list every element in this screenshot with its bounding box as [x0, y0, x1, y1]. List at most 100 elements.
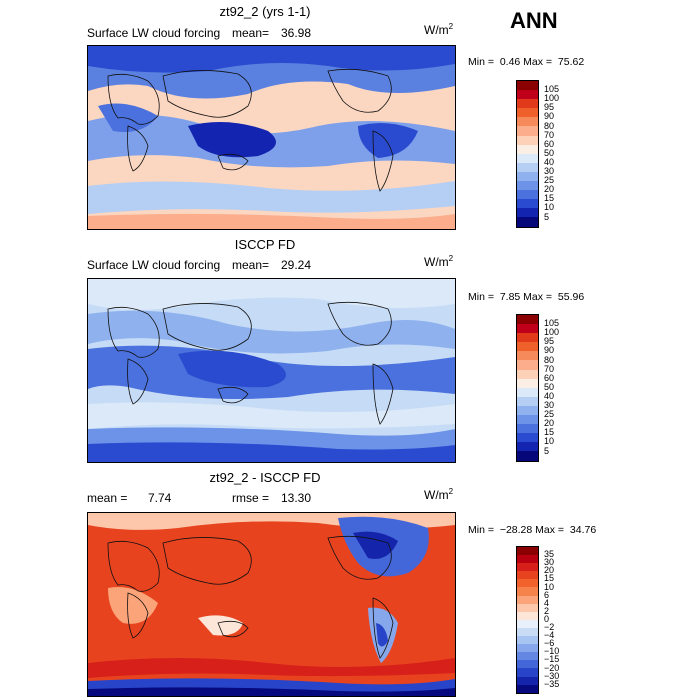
colorbar-tick-label: 60 [544, 372, 555, 383]
colorbar-swatch [517, 199, 538, 209]
panel-1-minmax: Min = 0.46 Max = 75.62 [468, 56, 585, 68]
colorbar-tick-label: 40 [544, 390, 555, 401]
panel-1-map-field [88, 46, 455, 229]
colorbar-tick-label: 50 [544, 381, 555, 392]
panel-3-mean-value: 7.74 [148, 491, 172, 505]
colorbar-swatch [517, 153, 538, 163]
colorbar-swatch [517, 563, 538, 572]
colorbar-tick-label: 80 [544, 120, 555, 131]
colorbar-tick-label: 5 [544, 211, 550, 222]
colorbar-tick-label: 95 [544, 336, 555, 347]
colorbar-swatch [517, 668, 538, 677]
colorbar-tick-label: 90 [544, 345, 555, 356]
panel-2-minmax: Min = 7.85 Max = 55.96 [468, 291, 585, 303]
colorbar-tick-label: 30 [544, 166, 555, 176]
colorbar-tick-label: 100 [544, 327, 560, 338]
panel-2-colorbar: 105 100 95 90 80 70 60 50 40 30 25 20 15 10 5 [516, 314, 559, 462]
panel-2-units: W/m2 [424, 254, 454, 269]
colorbar-tick-label: 20 [544, 565, 555, 576]
colorbar-swatch [517, 333, 538, 343]
colorbar-tick-label: 105 [544, 84, 560, 95]
panel-2-mean-label: mean= [232, 258, 270, 272]
colorbar-swatch [517, 144, 538, 154]
panel-2-map-field [88, 279, 455, 462]
panel-1-map [87, 45, 456, 230]
colorbar-tick-label: 50 [544, 147, 555, 158]
panel-1-colorbar: 105 100 95 90 80 70 60 50 40 30 25 20 15 10 5 [516, 80, 559, 228]
colorbar-tick-label: 80 [544, 354, 555, 365]
colorbar-swatch [517, 369, 538, 379]
colorbar-swatch [517, 181, 538, 191]
colorbar-swatch [517, 555, 538, 564]
panel-3-minmax: Min = −28.28 Max = 34.76 [468, 524, 597, 536]
colorbar-swatch [517, 603, 538, 612]
colorbar-swatch [517, 644, 538, 653]
colorbar-swatch [517, 217, 538, 227]
colorbar-tick-label: 25 [544, 409, 555, 420]
season-label: ANN [510, 8, 558, 33]
colorbar-tick-label: 30 [544, 400, 555, 410]
colorbar-swatch [517, 108, 538, 118]
panel-1-colorbar-swatches [516, 80, 539, 228]
colorbar-tick-label: −35 [544, 678, 560, 689]
colorbar-swatch [517, 451, 538, 461]
colorbar-tick-label: 15 [544, 573, 555, 584]
colorbar-tick-label: −2 [544, 622, 555, 632]
colorbar-swatch [517, 315, 538, 325]
colorbar-swatch [517, 171, 538, 182]
panel-1-title: zt92_2 (yrs 1-1) [219, 4, 311, 19]
panel-3-colorbar: 35 30 20 15 10 6 4 2 0 −2 −4 −6 −10 −15 −20 −30 −35 [516, 546, 559, 694]
colorbar-tick-label: −15 [544, 654, 560, 665]
colorbar-tick-label: 20 [544, 418, 555, 429]
colorbar-tick-label: 4 [544, 597, 550, 608]
colorbar-swatch [517, 81, 538, 91]
panel-2-field-label: Surface LW cloud forcing [87, 258, 221, 272]
colorbar-swatch [517, 442, 538, 452]
colorbar-swatch [517, 387, 538, 397]
colorbar-tick-label: 70 [544, 363, 555, 374]
colorbar-tick-label: 0 [544, 613, 550, 624]
colorbar-swatch [517, 433, 538, 443]
colorbar-tick-label: 10 [544, 202, 555, 213]
colorbar-swatch [517, 424, 538, 434]
colorbar-swatch [517, 652, 538, 661]
colorbar-tick-label: 2 [544, 605, 550, 616]
colorbar-swatch [517, 190, 538, 200]
panel-3-colorbar-swatches [516, 546, 539, 694]
panel-1-units: W/m2 [424, 22, 454, 37]
panel-2-title: ISCCP FD [234, 237, 296, 252]
colorbar-swatch [517, 208, 538, 218]
colorbar-swatch [517, 90, 538, 100]
panel-3-units: W/m2 [424, 487, 454, 502]
colorbar-tick-label: −10 [544, 646, 560, 657]
panel-2-colorbar-swatches [516, 314, 539, 462]
panel-3-map-field [88, 513, 455, 696]
colorbar-swatch [517, 627, 538, 637]
colorbar-swatch [517, 684, 538, 693]
colorbar-swatch [517, 636, 538, 645]
colorbar-swatch [517, 587, 538, 596]
panel-3-map [87, 512, 456, 697]
colorbar-tick-label: 6 [544, 589, 550, 600]
colorbar-swatch [517, 396, 538, 406]
colorbar-tick-label: 20 [544, 184, 555, 195]
colorbar-tick-label: 90 [544, 111, 555, 122]
colorbar-swatch [517, 360, 538, 370]
colorbar-swatch [517, 117, 538, 127]
colorbar-swatch [517, 579, 538, 588]
panel-2-map [87, 278, 456, 463]
colorbar-tick-label: 95 [544, 102, 555, 113]
panel-2-mean-value: 29.24 [281, 258, 312, 272]
colorbar-tick-label: 70 [544, 129, 555, 140]
colorbar-swatch [517, 611, 538, 620]
panel-1-mean-label: mean= [232, 26, 270, 40]
colorbar-tick-label: 25 [544, 175, 555, 186]
colorbar-swatch [517, 342, 538, 352]
panel-1-field-label: Surface LW cloud forcing [87, 26, 221, 40]
colorbar-swatch [517, 415, 538, 425]
panel-3-title: zt92_2 - ISCCP FD [209, 470, 321, 485]
colorbar-swatch [517, 660, 538, 669]
colorbar-swatch [517, 162, 538, 172]
colorbar-swatch [517, 126, 538, 136]
colorbar-tick-label: 105 [544, 318, 560, 329]
